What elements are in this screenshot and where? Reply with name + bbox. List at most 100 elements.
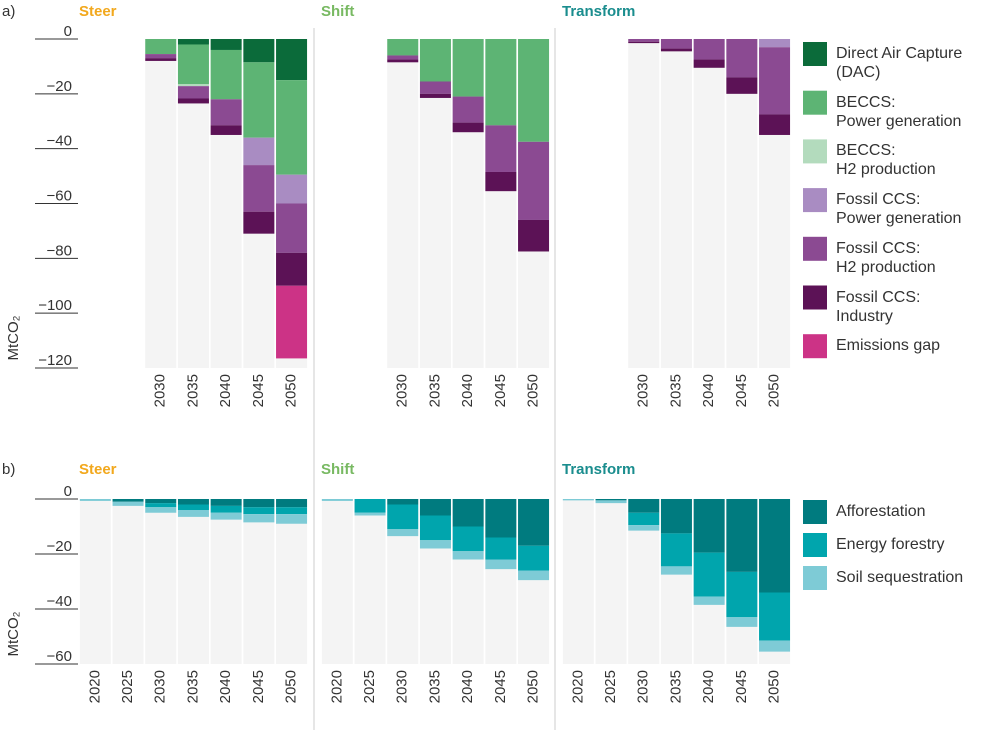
- panel-label: b): [2, 461, 15, 478]
- x-tick-label: 2025: [602, 670, 619, 703]
- x-tick-label: 2030: [152, 670, 169, 703]
- x-tick-label: 2020: [328, 670, 345, 703]
- bar-segment: [628, 512, 660, 526]
- bar-segment: [693, 596, 725, 605]
- group-title: Shift: [321, 3, 354, 20]
- bar-segment: [452, 499, 484, 527]
- bar-segment: [485, 559, 517, 570]
- bar-segment: [210, 505, 242, 513]
- bar-segment: [177, 39, 209, 45]
- bar-segment: [595, 500, 627, 504]
- y-tick-label: −80: [47, 242, 72, 259]
- bar-segment: [660, 499, 692, 534]
- bar-segment: [759, 114, 791, 135]
- bar-segment: [354, 512, 386, 516]
- column-background: [112, 499, 144, 664]
- bar-segment: [518, 545, 550, 571]
- x-tick-label: 2030: [635, 670, 652, 703]
- bar-segment: [145, 507, 177, 513]
- x-tick-label: 2050: [766, 374, 783, 407]
- y-tick-label: −20: [47, 78, 72, 95]
- legend-label: Direct Air Capture (DAC): [836, 45, 963, 81]
- x-tick-label: 2040: [700, 374, 717, 407]
- bar-segment: [759, 39, 791, 48]
- legend-swatch: [803, 334, 827, 359]
- bar-segment: [693, 39, 725, 60]
- bar-segment: [387, 499, 419, 505]
- x-tick-label: 2035: [426, 670, 443, 703]
- bar-segment: [210, 125, 242, 135]
- x-tick-label: 2025: [361, 670, 378, 703]
- bar-segment: [243, 165, 275, 212]
- column-background: [562, 499, 594, 664]
- x-tick-label: 2025: [119, 670, 136, 703]
- x-tick-label: 2050: [525, 670, 542, 703]
- legend-swatch: [803, 139, 827, 164]
- bar-segment: [693, 552, 725, 597]
- bar-segment: [726, 617, 758, 627]
- bar-segment: [177, 499, 209, 505]
- x-tick-label: 2040: [459, 374, 476, 407]
- column-background: [210, 499, 242, 664]
- x-tick-label: 2040: [459, 670, 476, 703]
- column-background: [387, 39, 419, 368]
- column-background: [243, 499, 275, 664]
- x-tick-label: 2035: [184, 374, 201, 407]
- bar-segment: [243, 62, 275, 138]
- group-title: Transform: [562, 461, 635, 478]
- bar-segment: [518, 499, 550, 546]
- bar-segment: [145, 58, 177, 61]
- bar-segment: [276, 514, 308, 524]
- bar-segment: [177, 86, 209, 99]
- column-background: [79, 499, 111, 664]
- bar-segment: [660, 533, 692, 567]
- panel-label: a): [2, 3, 15, 20]
- group-title: Steer: [79, 461, 117, 478]
- bar-segment: [321, 499, 353, 501]
- bar-segment: [210, 99, 242, 126]
- bar-segment: [452, 96, 484, 123]
- legend-label: Fossil CCS: Industry: [836, 288, 921, 325]
- column-background: [595, 499, 627, 664]
- bar-segment: [485, 499, 517, 538]
- bar-segment: [485, 537, 517, 560]
- bar-segment: [276, 39, 308, 81]
- bar-segment: [726, 571, 758, 618]
- bar-segment: [276, 174, 308, 204]
- bar-segment: [628, 499, 660, 513]
- x-tick-label: 2035: [667, 374, 684, 407]
- bar-segment: [354, 499, 386, 513]
- column-background: [177, 499, 209, 664]
- bar-segment: [210, 499, 242, 506]
- bar-segment: [387, 529, 419, 537]
- bar-segment: [726, 77, 758, 94]
- x-tick-label: 2045: [492, 670, 509, 703]
- bar-segment: [243, 514, 275, 523]
- bar-segment: [660, 566, 692, 575]
- column-background: [628, 39, 660, 368]
- column-background: [321, 499, 353, 664]
- x-tick-label: 2040: [217, 670, 234, 703]
- y-tick-label: 0: [64, 23, 72, 40]
- legend-swatch: [803, 500, 827, 524]
- bar-segment: [452, 526, 484, 552]
- bar-segment: [419, 39, 451, 82]
- bar-segment: [726, 499, 758, 572]
- bar-segment: [693, 59, 725, 68]
- bar-segment: [759, 592, 791, 641]
- bar-segment: [112, 501, 144, 506]
- bar-segment: [660, 48, 692, 52]
- bar-segment: [243, 499, 275, 508]
- bar-segment: [145, 499, 177, 504]
- x-tick-label: 2045: [733, 374, 750, 407]
- x-tick-label: 2045: [733, 670, 750, 703]
- legend-swatch: [803, 90, 827, 115]
- bar-segment: [145, 54, 177, 59]
- bar-segment: [387, 59, 419, 63]
- legend-swatch: [803, 285, 827, 310]
- bar-segment: [177, 504, 209, 510]
- bar-segment: [518, 219, 550, 252]
- bar-segment: [210, 39, 242, 50]
